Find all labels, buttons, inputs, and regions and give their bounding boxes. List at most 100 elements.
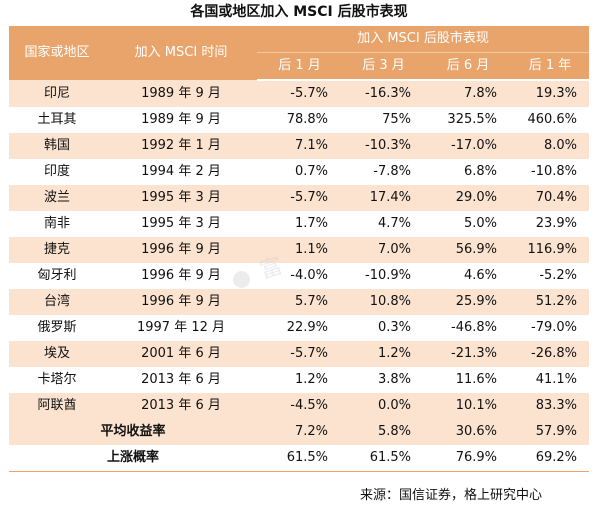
- table-body: 印尼 1989 年 9 月 -5.7% -16.3% 7.8% 19.3% 土耳其 1989 …: [9, 80, 590, 472]
- cell-date: 2013 年 6 月: [105, 393, 257, 419]
- header-date: 加入 MSCI 时间: [105, 26, 257, 80]
- cell-date: 1995 年 3 月: [105, 185, 257, 211]
- header-performance: 加入 MSCI 后股市表现: [257, 26, 590, 53]
- cell-m6: 6.8%: [425, 159, 511, 185]
- cell-date: 2001 年 6 月: [105, 341, 257, 367]
- cell-m3: 7.0%: [342, 237, 425, 263]
- summary-m3: 5.8%: [342, 419, 425, 445]
- cell-m3: 4.7%: [342, 211, 425, 237]
- table-row: 阿联酋 2013 年 6 月 -4.5% 0.0% 10.1% 83.3%: [9, 393, 590, 419]
- cell-country: 印尼: [9, 80, 105, 107]
- cell-m6: 7.8%: [425, 80, 511, 107]
- cell-m1: 1.2%: [257, 367, 342, 393]
- header-m1: 后 1 月: [257, 52, 342, 81]
- summary-y1: 69.2%: [511, 445, 590, 472]
- cell-m3: 75%: [342, 107, 425, 133]
- table-row: 卡塔尔 2013 年 6 月 1.2% 3.8% 11.6% 41.1%: [9, 367, 590, 393]
- cell-m1: -5.7%: [257, 185, 342, 211]
- cell-m1: -4.0%: [257, 263, 342, 289]
- header-row-sub: 后 1 月 后 3 月 后 6 月 后 1 年: [9, 52, 590, 81]
- cell-y1: -5.2%: [511, 263, 590, 289]
- summary-y1: 57.9%: [511, 419, 590, 445]
- cell-m1: 78.8%: [257, 107, 342, 133]
- cell-m3: 0.0%: [342, 393, 425, 419]
- cell-country: 韩国: [9, 133, 105, 159]
- cell-m1: -5.7%: [257, 80, 342, 107]
- cell-m6: 4.6%: [425, 263, 511, 289]
- table-row: 印尼 1989 年 9 月 -5.7% -16.3% 7.8% 19.3%: [9, 80, 590, 107]
- cell-y1: -26.8%: [511, 341, 590, 367]
- cell-y1: -79.0%: [511, 315, 590, 341]
- msci-performance-table: 国家或地区 加入 MSCI 时间 加入 MSCI 后股市表现 后 1 月 后 3…: [9, 26, 590, 472]
- cell-m6: 56.9%: [425, 237, 511, 263]
- cell-m6: 325.5%: [425, 107, 511, 133]
- cell-country: 台湾: [9, 289, 105, 315]
- header-row-top: 国家或地区 加入 MSCI 时间 加入 MSCI 后股市表现: [9, 26, 590, 80]
- cell-m1: -4.5%: [257, 393, 342, 419]
- cell-m6: 5.0%: [425, 211, 511, 237]
- cell-m6: 10.1%: [425, 393, 511, 419]
- cell-date: 1994 年 2 月: [105, 159, 257, 185]
- cell-country: 捷克: [9, 237, 105, 263]
- cell-date: 1989 年 9 月: [105, 80, 257, 107]
- summary-row: 平均收益率 7.2% 5.8% 30.6% 57.9%: [9, 419, 590, 445]
- summary-m1: 7.2%: [257, 419, 342, 445]
- cell-date: 2013 年 6 月: [105, 367, 257, 393]
- cell-date: 1996 年 9 月: [105, 289, 257, 315]
- cell-m6: -21.3%: [425, 341, 511, 367]
- cell-m1: 7.1%: [257, 133, 342, 159]
- cell-country: 印度: [9, 159, 105, 185]
- summary-m1: 61.5%: [257, 445, 342, 472]
- cell-m1: 5.7%: [257, 289, 342, 315]
- cell-m1: 1.1%: [257, 237, 342, 263]
- cell-y1: 83.3%: [511, 393, 590, 419]
- summary-row: 上涨概率 61.5% 61.5% 76.9% 69.2%: [9, 445, 590, 472]
- cell-y1: 116.9%: [511, 237, 590, 263]
- header-country: 国家或地区: [9, 26, 105, 80]
- table-row: 印度 1994 年 2 月 0.7% -7.8% 6.8% -10.8%: [9, 159, 590, 185]
- table-row: 埃及 2001 年 6 月 -5.7% 1.2% -21.3% -26.8%: [9, 341, 590, 367]
- summary-label: 上涨概率: [9, 445, 257, 472]
- cell-y1: 8.0%: [511, 133, 590, 159]
- table-row: 俄罗斯 1997 年 12 月 22.9% 0.3% -46.8% -79.0%: [9, 315, 590, 341]
- header-m6: 后 6 月: [425, 52, 511, 81]
- cell-country: 匈牙利: [9, 263, 105, 289]
- cell-m1: 0.7%: [257, 159, 342, 185]
- cell-y1: 41.1%: [511, 367, 590, 393]
- cell-y1: 460.6%: [511, 107, 590, 133]
- header-y1: 后 1 年: [511, 52, 590, 81]
- cell-y1: 23.9%: [511, 211, 590, 237]
- cell-y1: 70.4%: [511, 185, 590, 211]
- table-row: 匈牙利 1996 年 9 月 -4.0% -10.9% 4.6% -5.2%: [9, 263, 590, 289]
- cell-y1: 19.3%: [511, 80, 590, 107]
- cell-date: 1997 年 12 月: [105, 315, 257, 341]
- cell-m6: -46.8%: [425, 315, 511, 341]
- summary-m6: 30.6%: [425, 419, 511, 445]
- summary-m3: 61.5%: [342, 445, 425, 472]
- cell-m6: 29.0%: [425, 185, 511, 211]
- cell-country: 卡塔尔: [9, 367, 105, 393]
- cell-m3: 3.8%: [342, 367, 425, 393]
- cell-y1: -10.8%: [511, 159, 590, 185]
- cell-date: 1996 年 9 月: [105, 237, 257, 263]
- cell-m6: -17.0%: [425, 133, 511, 159]
- cell-date: 1995 年 3 月: [105, 211, 257, 237]
- table-row: 波兰 1995 年 3 月 -5.7% 17.4% 29.0% 70.4%: [9, 185, 590, 211]
- cell-m3: -10.3%: [342, 133, 425, 159]
- cell-country: 南非: [9, 211, 105, 237]
- table-row: 土耳其 1989 年 9 月 78.8% 75% 325.5% 460.6%: [9, 107, 590, 133]
- cell-m1: 1.7%: [257, 211, 342, 237]
- table-row: 韩国 1992 年 1 月 7.1% -10.3% -17.0% 8.0%: [9, 133, 590, 159]
- summary-m6: 76.9%: [425, 445, 511, 472]
- cell-country: 阿联酋: [9, 393, 105, 419]
- header-m3: 后 3 月: [342, 52, 425, 81]
- cell-date: 1996 年 9 月: [105, 263, 257, 289]
- cell-m6: 25.9%: [425, 289, 511, 315]
- cell-m6: 11.6%: [425, 367, 511, 393]
- cell-country: 俄罗斯: [9, 315, 105, 341]
- cell-country: 埃及: [9, 341, 105, 367]
- cell-m3: 17.4%: [342, 185, 425, 211]
- cell-m3: -16.3%: [342, 80, 425, 107]
- cell-m3: -7.8%: [342, 159, 425, 185]
- table-title: 各国或地区加入 MSCI 后股市表现: [190, 4, 408, 20]
